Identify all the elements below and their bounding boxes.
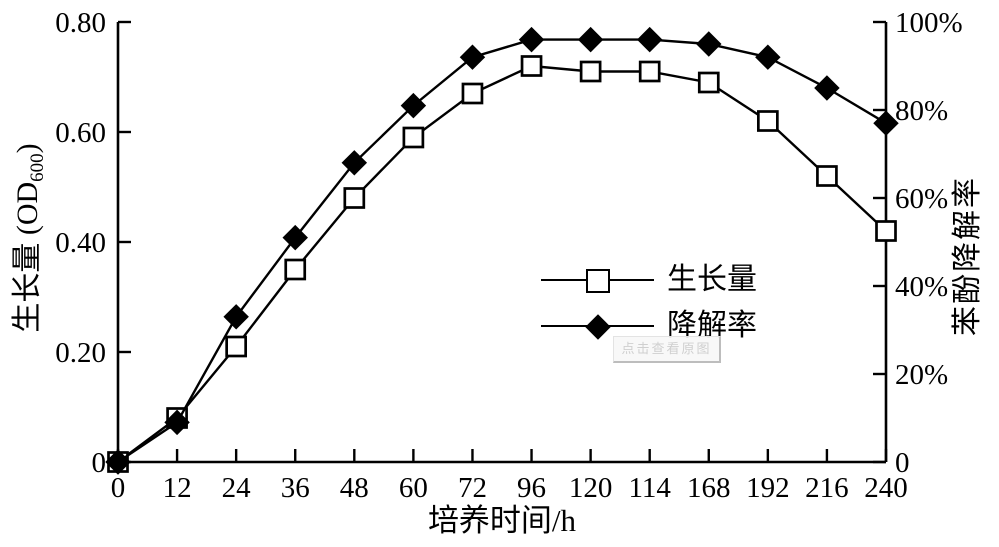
marker-filled-diamond (814, 75, 840, 101)
x-tick-label: 0 (111, 472, 126, 504)
marker-filled-diamond (755, 44, 781, 70)
y-left-tick-label: 0.60 (55, 117, 106, 149)
marker-open-square (402, 126, 425, 149)
marker-filled-diamond (105, 449, 131, 475)
x-tick-label: 60 (399, 472, 428, 504)
y-left-label-suffix: ) (11, 143, 44, 154)
y-right-tick-label: 100% (895, 7, 963, 39)
marker-open-square (875, 220, 897, 242)
marker-filled-diamond (696, 31, 722, 57)
y-right-tick-label: 20% (895, 359, 948, 391)
x-tick-label: 72 (458, 472, 487, 504)
legend-item-growth: 生长量 (541, 257, 757, 303)
y-right-tick-label: 0 (895, 447, 910, 479)
y-left-axis-label: 生长量 (OD600) (11, 143, 48, 333)
marker-filled-diamond (341, 150, 368, 176)
marker-open-square (461, 82, 484, 105)
marker-open-square (816, 165, 838, 187)
x-tick-label: 114 (628, 472, 671, 504)
y-right-tick-label: 80% (895, 95, 948, 127)
y-left-tick-label: 0.20 (55, 337, 106, 369)
marker-filled-diamond (518, 26, 545, 53)
marker-filled-diamond (459, 44, 486, 70)
y-right-tick-label: 60% (895, 183, 948, 215)
x-tick-label: 24 (222, 472, 252, 504)
marker-open-square (284, 258, 307, 281)
legend-label: 生长量 (667, 263, 757, 296)
marker-filled-diamond (282, 224, 308, 251)
marker-filled-diamond (400, 92, 427, 119)
x-tick-label: 48 (340, 472, 369, 504)
legend: 生长量 降解率 (541, 257, 757, 349)
legend-item-degradation: 降解率 (541, 303, 757, 349)
y-left-label-subscript: 600 (27, 153, 48, 182)
marker-open-square (697, 71, 720, 94)
x-tick-label: 216 (805, 472, 849, 504)
watermark: 点击查看原图 (613, 336, 721, 363)
legend-line-sample (541, 314, 654, 340)
marker-open-square (343, 187, 366, 209)
y-left-tick-label: 0.80 (55, 7, 106, 39)
marker-open-square (756, 110, 779, 132)
legend-line-sample (541, 269, 654, 293)
marker-open-square (638, 60, 661, 83)
series-line-degradation (117, 38, 887, 463)
marker-filled-diamond (873, 110, 899, 136)
y-left-tick-label: 0 (92, 447, 107, 479)
marker-filled-diamond (636, 26, 663, 53)
x-tick-label: 12 (163, 472, 192, 504)
marker-filled-diamond (164, 409, 190, 436)
open-square-icon (585, 269, 610, 293)
marker-filled-diamond (223, 304, 249, 330)
x-tick-label: 36 (281, 472, 310, 504)
marker-filled-diamond (577, 26, 604, 53)
x-tick-label: 168 (687, 472, 731, 504)
y-left-tick-label: 0.40 (55, 227, 106, 259)
x-tick-label: 120 (569, 472, 613, 504)
y-left-label-prefix: 生长量 (OD (11, 181, 44, 333)
legend-label: 降解率 (667, 309, 757, 342)
marker-open-square (225, 335, 248, 358)
y-right-axis-label: 苯酚降解率 (951, 176, 984, 336)
x-tick-label: 192 (746, 472, 790, 504)
y-right-tick-label: 40% (895, 271, 948, 303)
filled-diamond-icon (584, 314, 611, 340)
x-tick-label: 240 (864, 472, 908, 504)
x-tick-label: 96 (517, 472, 546, 504)
marker-open-square (579, 60, 602, 83)
x-axis-label: 培养时间/h (427, 503, 577, 538)
marker-open-square (520, 55, 543, 77)
